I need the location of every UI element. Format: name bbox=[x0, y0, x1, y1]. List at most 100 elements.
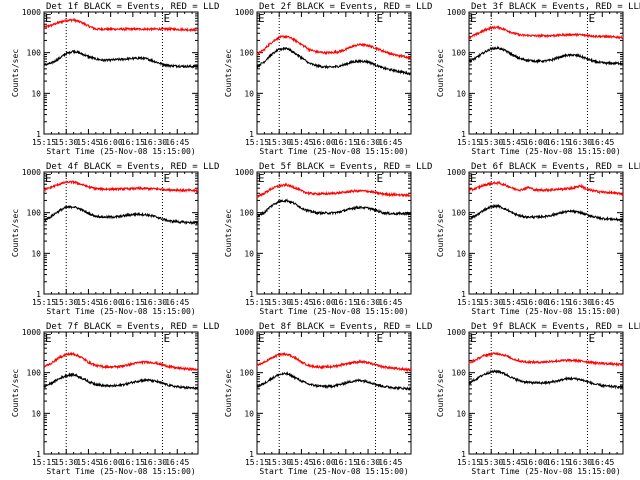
x-tick-label: 16:30 bbox=[356, 298, 380, 307]
event-marker-label: E bbox=[45, 12, 52, 25]
event-marker-label: E bbox=[163, 172, 170, 185]
x-tick-label: 16:45 bbox=[378, 138, 402, 147]
x-tick-label: 15:30 bbox=[267, 458, 291, 467]
x-tick-label: 15:45 bbox=[76, 298, 100, 307]
events-series-line bbox=[468, 369, 624, 390]
x-tick-label: 16:45 bbox=[165, 138, 189, 147]
lld-series-line bbox=[256, 182, 412, 199]
x-tick-label: 15:15 bbox=[457, 298, 481, 307]
x-tick-label: 15:15 bbox=[245, 138, 269, 147]
event-marker-label: E bbox=[588, 172, 595, 185]
events-series-line bbox=[43, 204, 199, 226]
event-marker-label: E bbox=[258, 332, 265, 345]
y-tick-label: 1 bbox=[461, 130, 466, 139]
x-tick-label: 15:45 bbox=[501, 298, 525, 307]
x-axis-label: Start Time (25-Nov-08 15:15:00) bbox=[471, 467, 620, 476]
events-series-line bbox=[256, 198, 412, 218]
x-tick-label: 15:45 bbox=[289, 458, 313, 467]
x-tick-label: 15:30 bbox=[267, 138, 291, 147]
x-tick-label: 16:15 bbox=[121, 138, 145, 147]
events-series-line bbox=[468, 203, 624, 223]
x-tick-label: 15:30 bbox=[479, 138, 503, 147]
y-tick-label: 1000 bbox=[447, 168, 466, 177]
y-axis-label: Counts/sec bbox=[436, 209, 445, 257]
events-series-line bbox=[43, 372, 199, 391]
x-tick-label: 15:30 bbox=[54, 458, 78, 467]
y-tick-label: 10 bbox=[31, 409, 41, 418]
x-axis-label: Start Time (25-Nov-08 15:15:00) bbox=[259, 147, 408, 156]
event-marker-label: E bbox=[470, 12, 477, 25]
y-tick-label: 1000 bbox=[235, 8, 254, 17]
y-tick-label: 1000 bbox=[235, 168, 254, 177]
y-tick-label: 1 bbox=[36, 450, 41, 459]
x-tick-label: 16:45 bbox=[590, 298, 614, 307]
x-tick-label: 16:30 bbox=[143, 298, 167, 307]
x-axis-label: Start Time (25-Nov-08 15:15:00) bbox=[471, 307, 620, 316]
x-axis-label: Start Time (25-Nov-08 15:15:00) bbox=[46, 307, 195, 316]
y-tick-label: 100 bbox=[27, 209, 42, 218]
x-tick-label: 16:30 bbox=[568, 298, 592, 307]
y-tick-label: 10 bbox=[456, 89, 466, 98]
event-marker-label: E bbox=[376, 12, 383, 25]
x-tick-label: 15:15 bbox=[245, 458, 269, 467]
lld-series-line bbox=[468, 180, 624, 197]
panel-title: Det 1f BLACK = Events, RED = LLD bbox=[46, 2, 219, 12]
x-axis-label: Start Time (25-Nov-08 15:15:00) bbox=[259, 307, 408, 316]
event-marker-label: E bbox=[470, 332, 477, 345]
panel-title: Det 6f BLACK = Events, RED = LLD bbox=[471, 162, 640, 172]
x-tick-label: 16:30 bbox=[568, 458, 592, 467]
x-tick-label: 15:15 bbox=[32, 298, 56, 307]
event-marker-label: E bbox=[45, 332, 52, 345]
plot-frame bbox=[43, 11, 199, 135]
event-marker-label: E bbox=[376, 332, 383, 345]
y-axis-label: Counts/sec bbox=[436, 369, 445, 417]
x-tick-label: 15:15 bbox=[457, 138, 481, 147]
event-marker-label: E bbox=[45, 172, 52, 185]
x-tick-label: 16:00 bbox=[99, 458, 123, 467]
y-tick-label: 1000 bbox=[22, 328, 41, 337]
x-tick-label: 16:30 bbox=[356, 458, 380, 467]
y-axis-label: Counts/sec bbox=[11, 209, 20, 257]
lld-series-line bbox=[468, 351, 624, 367]
x-tick-label: 16:45 bbox=[165, 298, 189, 307]
event-marker-label: E bbox=[588, 12, 595, 25]
x-tick-label: 16:30 bbox=[143, 458, 167, 467]
x-tick-label: 16:00 bbox=[524, 298, 548, 307]
x-tick-label: 15:45 bbox=[501, 138, 525, 147]
x-tick-label: 15:45 bbox=[289, 298, 313, 307]
y-tick-label: 10 bbox=[456, 249, 466, 258]
x-tick-label: 15:15 bbox=[245, 298, 269, 307]
x-tick-label: 15:15 bbox=[457, 458, 481, 467]
plot-frame bbox=[468, 331, 624, 455]
y-tick-label: 100 bbox=[452, 49, 467, 58]
x-axis-label: Start Time (25-Nov-08 15:15:00) bbox=[259, 467, 408, 476]
y-tick-label: 100 bbox=[27, 369, 42, 378]
events-series-line bbox=[256, 371, 412, 392]
x-tick-label: 16:00 bbox=[312, 138, 336, 147]
y-axis-label: Counts/sec bbox=[11, 49, 20, 97]
x-tick-label: 15:45 bbox=[501, 458, 525, 467]
x-tick-label: 16:45 bbox=[590, 458, 614, 467]
y-tick-label: 100 bbox=[240, 209, 255, 218]
x-tick-label: 16:00 bbox=[524, 138, 548, 147]
x-tick-label: 16:00 bbox=[99, 298, 123, 307]
panel-title: Det 2f BLACK = Events, RED = LLD bbox=[259, 2, 432, 12]
x-tick-label: 16:00 bbox=[312, 298, 336, 307]
x-tick-label: 16:15 bbox=[546, 138, 570, 147]
x-tick-label: 15:30 bbox=[54, 138, 78, 147]
x-tick-label: 16:15 bbox=[334, 458, 358, 467]
lld-series-line bbox=[43, 180, 199, 194]
plot-frame bbox=[468, 11, 624, 135]
x-tick-label: 16:15 bbox=[121, 298, 145, 307]
panel-title: Det 7f BLACK = Events, RED = LLD bbox=[46, 322, 219, 332]
x-tick-label: 16:15 bbox=[121, 458, 145, 467]
y-axis-label: Counts/sec bbox=[436, 49, 445, 97]
y-tick-label: 1 bbox=[249, 290, 254, 299]
x-tick-label: 15:15 bbox=[32, 458, 56, 467]
event-marker-label: E bbox=[163, 12, 170, 25]
y-tick-label: 100 bbox=[452, 369, 467, 378]
